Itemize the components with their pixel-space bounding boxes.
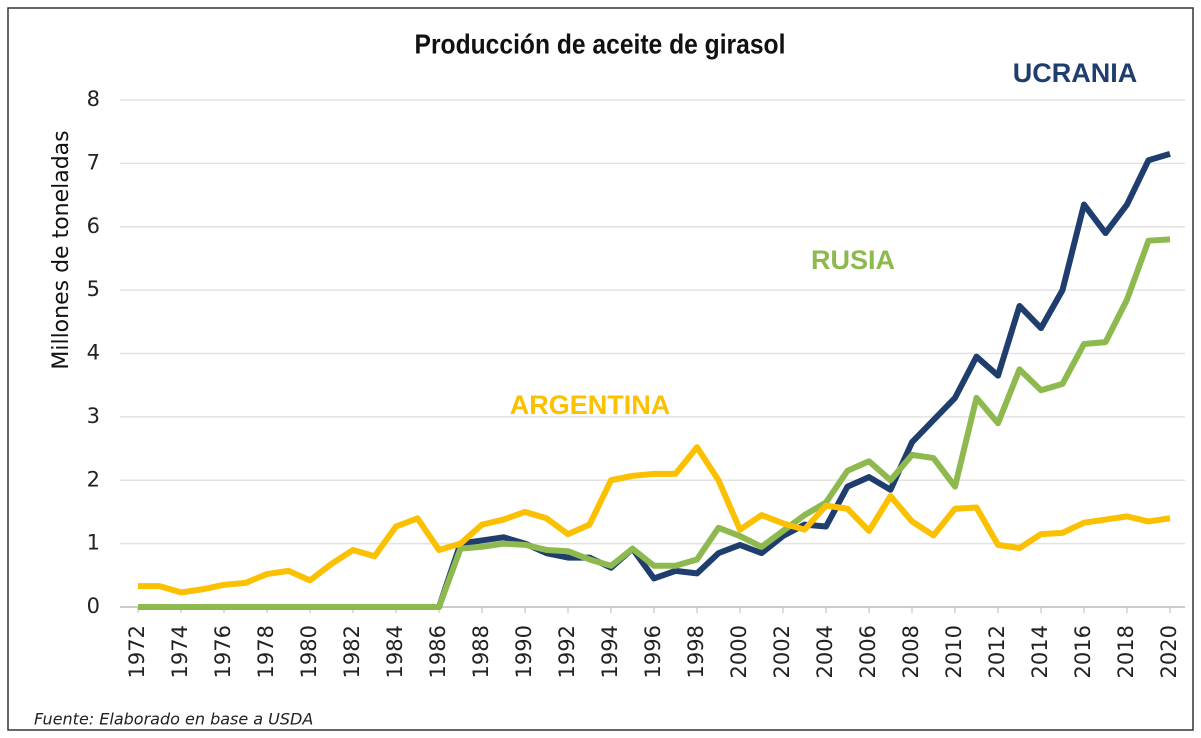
x-tick-label: 1986 — [426, 625, 450, 678]
y-tick-label: 1 — [87, 531, 100, 555]
y-tick-label: 6 — [87, 214, 100, 238]
y-tick-label: 7 — [87, 150, 100, 174]
series-line — [138, 444, 1171, 596]
chart-border — [7, 7, 1194, 731]
series-label: RUSIA — [811, 245, 895, 275]
series-label: ARGENTINA — [510, 390, 671, 420]
x-tick-label: 1994 — [598, 625, 622, 678]
y-tick-label: 5 — [87, 277, 100, 301]
source-note: Fuente: Elaborado en base a USDA — [34, 710, 313, 729]
x-tick-label: 2020 — [1157, 625, 1181, 678]
y-tick-label: 2 — [87, 467, 100, 491]
y-tick-label: 3 — [87, 404, 100, 428]
y-tick-label: 8 — [87, 87, 100, 111]
x-tick-label: 1980 — [297, 625, 321, 678]
chart-title: Producción de aceite de girasol — [415, 28, 786, 60]
x-tick-label: 2014 — [1028, 625, 1052, 678]
y-tick-label: 4 — [87, 341, 100, 365]
x-tick-label: 2002 — [770, 625, 794, 678]
x-tick-label: 2008 — [899, 625, 923, 678]
series-line — [138, 236, 1171, 610]
x-tick-label: 1984 — [383, 625, 407, 678]
x-tick-label: 1982 — [340, 625, 364, 678]
x-tick-label: 1992 — [555, 625, 579, 678]
x-tick-label: 2012 — [985, 625, 1009, 678]
x-tick-label: 1998 — [684, 625, 708, 678]
x-tick-label: 1974 — [168, 625, 192, 678]
x-tick-label: 1978 — [254, 625, 278, 678]
x-tick-label: 2004 — [813, 625, 837, 678]
x-tick-label: 1996 — [641, 625, 665, 678]
x-tick-label: 1990 — [512, 625, 536, 678]
y-tick-label: 0 — [87, 594, 100, 618]
x-tick-label: 2006 — [856, 625, 880, 678]
x-tick-label: 2016 — [1071, 625, 1095, 678]
x-tick-label: 2010 — [942, 625, 966, 678]
x-tick-label: 2018 — [1114, 625, 1138, 678]
x-tick-label: 1976 — [211, 625, 235, 678]
series-label: UCRANIA — [1013, 58, 1138, 88]
x-tick-label: 1988 — [469, 625, 493, 678]
x-tick-label: 1972 — [125, 625, 149, 678]
y-axis-label: Millones de toneladas — [49, 130, 74, 369]
x-tick-label: 2000 — [727, 625, 751, 678]
